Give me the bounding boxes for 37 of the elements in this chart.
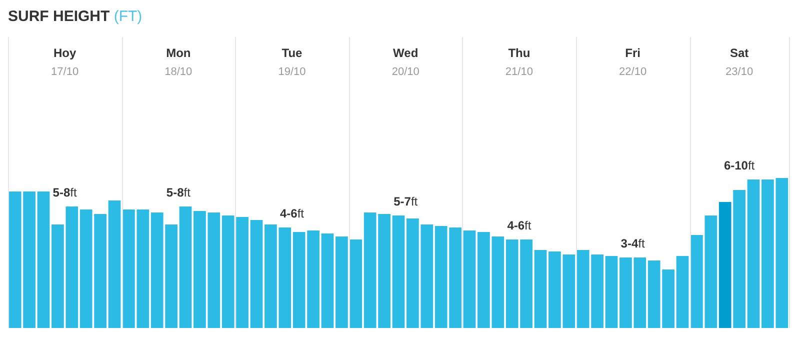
- text: 19/10: [278, 66, 306, 78]
- bar: [392, 216, 405, 328]
- text: Sat: [730, 46, 749, 60]
- text: Hoy: [53, 46, 76, 60]
- bar: [179, 206, 192, 328]
- annotation: 5-8ft: [166, 186, 192, 200]
- bar: [718, 202, 732, 328]
- bar: [463, 230, 476, 328]
- chart-title: SURF HEIGHT (FT): [8, 8, 142, 25]
- text: 17/10: [51, 66, 79, 78]
- annotation: 4-6ft: [507, 218, 532, 232]
- text: 23/10: [726, 66, 754, 78]
- text: Thu: [508, 46, 530, 60]
- annotation: 5-8ft: [52, 186, 78, 200]
- bar: [676, 256, 689, 328]
- bar: [733, 190, 746, 328]
- text: 22/10: [619, 66, 647, 78]
- text: Mon: [166, 46, 191, 60]
- annotation: 5-7ft: [394, 194, 418, 208]
- bar: [336, 236, 348, 328]
- bar: [350, 240, 362, 328]
- text: 20/10: [392, 66, 420, 78]
- annotation: 3-4ft: [620, 236, 646, 250]
- text: Wed: [393, 46, 418, 60]
- bar: [37, 192, 50, 328]
- bar: [321, 234, 334, 328]
- bar: [534, 250, 547, 328]
- bar: [108, 200, 121, 328]
- text: Tue: [282, 46, 303, 60]
- text: 21/10: [505, 66, 533, 78]
- bar: [747, 180, 760, 328]
- text: Fri: [625, 46, 640, 60]
- bar: [250, 220, 263, 328]
- bar: [605, 256, 618, 328]
- text: 18/10: [164, 66, 192, 78]
- annotation: 4-6ft: [280, 206, 305, 220]
- text: 6-10ft: [724, 158, 756, 172]
